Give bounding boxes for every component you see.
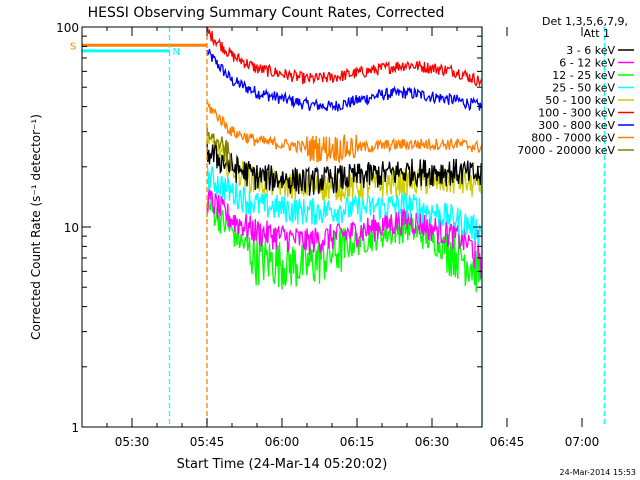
flag-layer: SN: [70, 41, 207, 58]
series-line-7: [206, 101, 483, 165]
x-tick-label-6: 07:00: [565, 435, 600, 449]
x-tick-label-2: 06:00: [265, 435, 300, 449]
legend-label-5: 100 - 300 keV: [538, 107, 615, 120]
chart-title: HESSI Observing Summary Count Rates, Cor…: [88, 5, 445, 21]
legend-label-1: 6 - 12 keV: [559, 57, 615, 70]
x-axis-ticks: 05:30 05:45 06:00 06:15 06:30 06:45 07:00: [106, 27, 600, 449]
legend-title-line-1: Det 1,3,5,6,7,9,: [542, 15, 628, 28]
y-tick-label-0: 100: [56, 21, 79, 35]
y-tick-label-2: 1: [71, 421, 79, 435]
legend-label-7: 800 - 7000 keV: [531, 132, 615, 145]
series-line-1: [206, 188, 482, 279]
flag-label-0: S: [70, 41, 76, 52]
y-axis-label: Corrected Count Rate (s⁻¹ detector⁻¹): [29, 114, 43, 340]
x-tick-label-3: 06:15: [340, 435, 375, 449]
legend-label-2: 12 - 25 keV: [552, 69, 615, 82]
series-line-2: [206, 197, 482, 293]
legend-label-8: 7000 - 20000 keV: [517, 144, 615, 157]
series-line-8: [206, 127, 232, 172]
legend-label-3: 25 - 50 keV: [552, 82, 615, 95]
legend-label-0: 3 - 6 keV: [566, 44, 615, 57]
x-axis-label: Start Time (24-Mar-14 05:20:02): [177, 457, 388, 472]
flag-label-1: N: [173, 47, 180, 58]
x-tick-label-5: 06:45: [490, 435, 525, 449]
series-line-5: [206, 27, 483, 88]
series-line-6: [206, 48, 483, 112]
x-tick-label-0: 05:30: [115, 435, 150, 449]
legend-title-line-2: Att 1: [584, 27, 610, 40]
series-line-3: [206, 164, 483, 245]
x-tick-label-1: 05:45: [190, 435, 225, 449]
y-tick-label-1: 10: [64, 221, 79, 235]
series-layer: [206, 27, 483, 293]
legend-label-6: 300 - 800 keV: [538, 119, 615, 132]
y-axis-ticks: 100 10 1: [56, 21, 482, 435]
legend-label-4: 50 - 100 keV: [545, 94, 615, 107]
x-tick-label-4: 06:30: [415, 435, 450, 449]
series-line-0: [206, 141, 482, 196]
footer-date: 24-Mar-2014 15:53: [560, 468, 637, 477]
